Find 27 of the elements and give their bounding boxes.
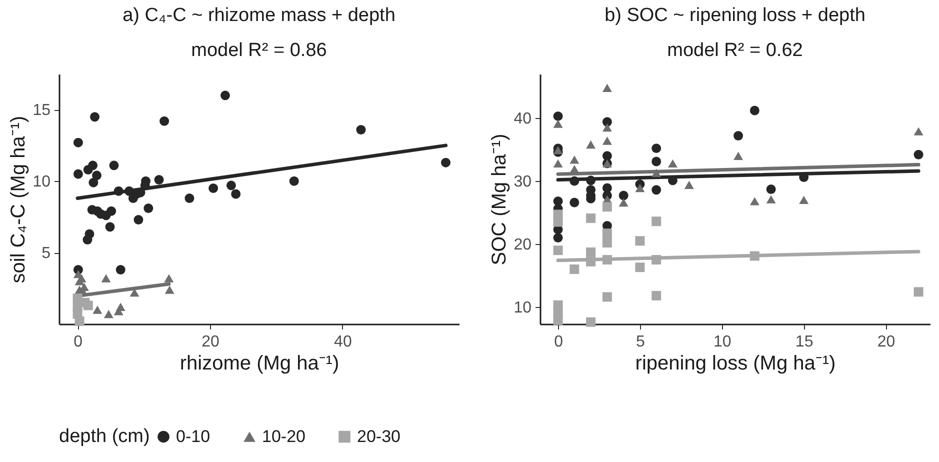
chart-subtitle: model R² = 0.62 [667,40,803,61]
y-axis-title: soil C₄-C (Mg ha⁻¹) [8,116,30,284]
x-axis-title: ripening loss (Mg ha⁻¹) [635,352,836,374]
y-tick-label: 15 [32,102,51,120]
x-tick-label: 40 [334,334,352,350]
x-axis-title: rhizome (Mg ha⁻¹) [180,352,340,374]
y-tick-label: 30 [514,174,532,191]
y-axis-title: SOC (Mg ha⁻¹) [488,134,511,266]
chart-title: a) C₄-C ~ rhizome mass + depth [122,5,396,26]
x-tick-label: 20 [877,334,896,350]
x-tick-label: 0 [554,334,564,350]
chart-subtitle: model R² = 0.86 [191,40,327,61]
legend-label: 20-30 [357,426,400,446]
legend-label: 0-10 [176,426,210,446]
legend-label: 10-20 [262,426,306,446]
y-tick-label: 20 [514,236,532,254]
legend-title: depth (cm) [59,426,150,447]
chart-title: b) SOC ~ ripening loss + depth [604,5,866,26]
x-tick-label: 20 [202,334,220,350]
y-tick-label: 5 [42,245,51,262]
x-tick-label: 10 [713,334,732,350]
x-tick-label: 5 [636,334,646,350]
y-tick-label: 10 [514,299,532,316]
x-tick-label: 0 [74,334,83,350]
y-tick-label: 10 [32,174,51,191]
x-tick-label: 15 [795,334,814,350]
y-tick-label: 40 [514,110,532,128]
